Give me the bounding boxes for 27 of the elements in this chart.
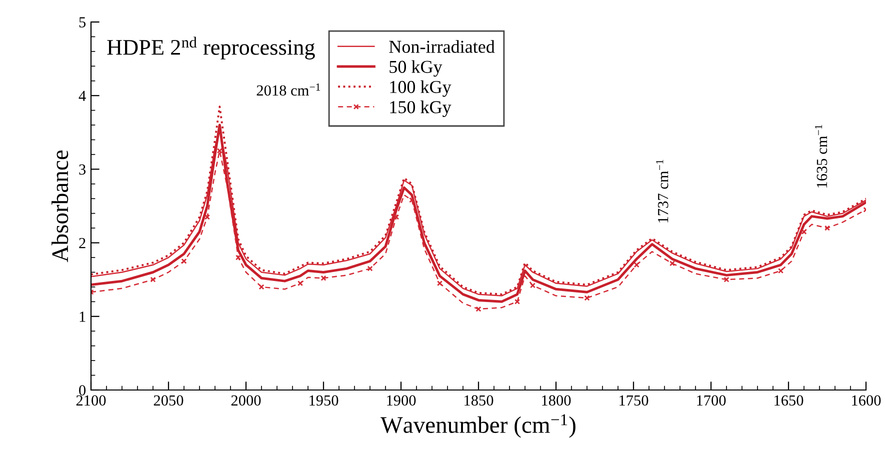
x-tick-label: 2100: [76, 395, 106, 406]
x-tick-label: 1650: [774, 395, 804, 406]
legend-label: Non-irradiated: [389, 40, 495, 53]
x-tick-label: 1900: [387, 395, 416, 406]
x-tick-label: 2050: [154, 395, 184, 406]
y-tick-label: 3: [79, 164, 86, 175]
y-tick-label: 4: [78, 90, 86, 101]
x-tick-label: 1600: [852, 395, 881, 406]
legend-label: 50 kGy: [390, 60, 442, 77]
y-tick-label: 2: [79, 238, 86, 248]
y-tick-label: 0: [79, 385, 86, 396]
annotation: 2018 cm$^{−1}$: [256, 84, 320, 96]
y-axis-title: Absorbance: [52, 150, 68, 262]
y-tick-label: 1: [80, 312, 86, 322]
x-tick-label: 1850: [464, 395, 494, 406]
y-tick-label: 5: [79, 17, 86, 28]
x-tick-label: 2000: [231, 395, 261, 406]
annotation: 1737 cm$^{−1}$: [656, 160, 668, 222]
legend-label: 150 kGy: [390, 100, 452, 117]
x-tick-label: 1950: [310, 395, 338, 406]
text: HDPE 2$^{nd}$ reprocessing: [107, 36, 315, 60]
x-tick-label: 1800: [542, 395, 571, 406]
annotation: 1635 cm$^{−1}$: [814, 124, 828, 188]
legend-label: 100 kGy: [390, 80, 452, 97]
x-axis-title: Wavenumber (cm$^{−1}$): [380, 414, 576, 438]
x-tick-label: 1700: [697, 395, 726, 406]
x-tick-label: 1750: [620, 395, 648, 406]
